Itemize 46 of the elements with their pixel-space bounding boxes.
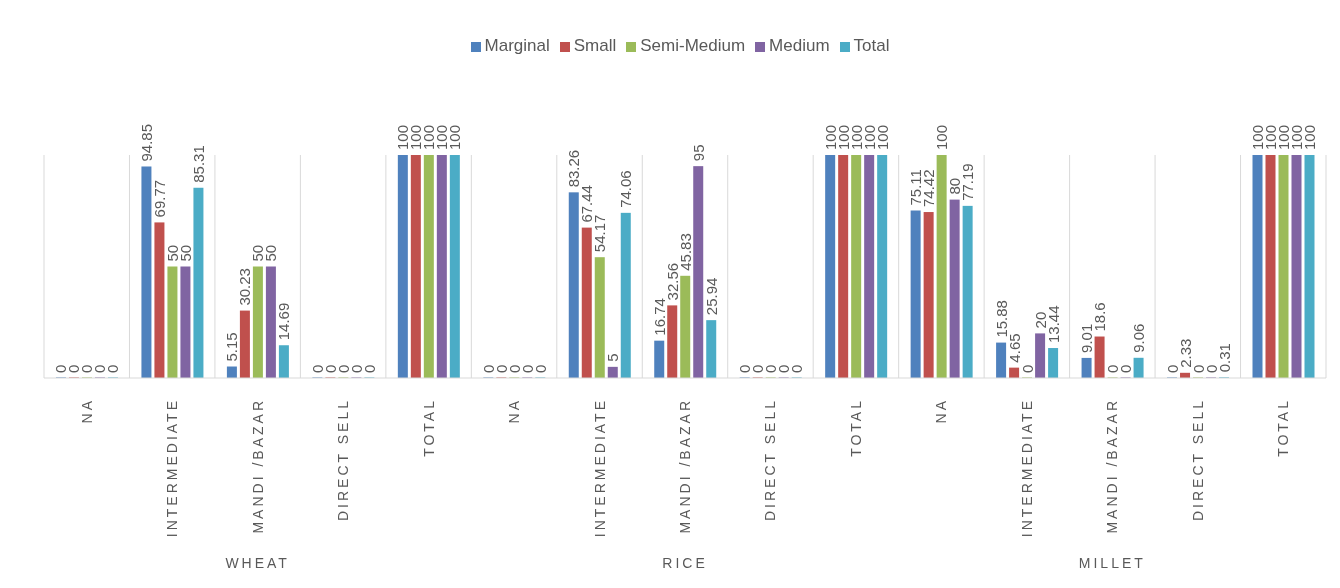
text: MILLET [1078, 555, 1146, 571]
x-tick-label: TOTAL [1275, 398, 1292, 457]
legend-label: Marginal [484, 36, 550, 55]
x-tick-label: DIRECT SELL [335, 398, 352, 521]
data-label: 50 [163, 244, 181, 262]
text: RICE [662, 555, 708, 571]
data-label: 9.06 [1130, 323, 1148, 353]
legend-label: Semi-Medium [640, 36, 746, 55]
data-label: 15.88 [992, 300, 1010, 338]
legend-label: Total [853, 36, 890, 55]
x-tick-label: NA [78, 398, 95, 424]
x-tick-label: TOTAL [420, 398, 437, 457]
data-label: 85.31 [189, 145, 207, 183]
x-tick-label: DIRECT SELL [762, 398, 779, 521]
x-tick-label: INTERMEDIATE [591, 398, 608, 538]
legend-label: Small [573, 36, 617, 55]
data-label: 94.85 [137, 123, 155, 162]
data-label: 83.26 [565, 149, 583, 188]
data-label: 14.69 [275, 302, 293, 341]
text: WHEAT [225, 555, 290, 571]
x-tick-label: MANDI /BAZAR [677, 398, 693, 534]
x-tick-label: INTERMEDIATE [164, 398, 181, 538]
data-label: 32.56 [663, 262, 681, 301]
x-tick-label: NA [933, 398, 950, 424]
data-label: 0 [1163, 364, 1181, 373]
data-label: 100 [821, 124, 839, 150]
data-label: 0 [479, 364, 497, 373]
x-tick-label: MANDI /BAZAR [1104, 398, 1121, 534]
x-tick-label: MANDI /BAZAR [249, 398, 266, 534]
data-label: 74.06 [617, 170, 635, 208]
data-label: 25.94 [702, 277, 720, 316]
data-label: 30.23 [236, 268, 254, 306]
data-label: 0 [308, 364, 326, 373]
data-label: 20 [1031, 311, 1049, 329]
x-tick-label: NA [506, 398, 523, 424]
legend-label: Medium [769, 36, 830, 55]
data-label: 16.74 [650, 298, 668, 336]
data-label: 95 [689, 144, 707, 162]
x-tick-label: TOTAL [847, 398, 864, 457]
data-label: 5 [604, 353, 622, 362]
data-label: 5.15 [223, 332, 241, 362]
x-tick-label: DIRECT SELL [1189, 398, 1206, 521]
x-tick-label: INTERMEDIATE [1018, 398, 1035, 538]
data-label: 100 [933, 124, 951, 150]
data-label: 0 [1018, 364, 1036, 373]
data-label: 69.77 [150, 179, 168, 218]
